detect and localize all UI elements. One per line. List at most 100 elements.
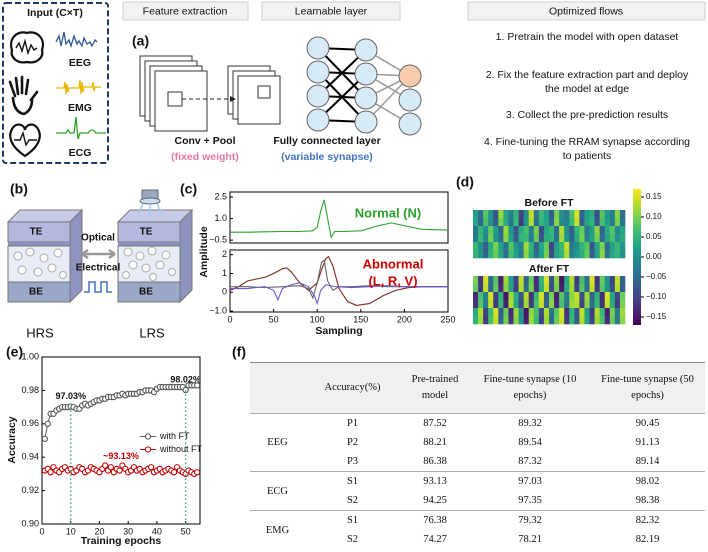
- heat-cell: [498, 276, 504, 285]
- heat-cell: [594, 250, 600, 259]
- heat-cell: [498, 210, 504, 219]
- heat-cell: [599, 218, 606, 227]
- flows-title: Optimized flows: [549, 5, 623, 17]
- heat-cell: [599, 308, 606, 317]
- y-tick-label: 1.0: [214, 213, 227, 223]
- heat-cell: [533, 226, 540, 235]
- heat-cell: [604, 226, 611, 235]
- heat-cell: [518, 226, 524, 235]
- heat-cell: [488, 242, 494, 251]
- heat-cell: [614, 226, 621, 235]
- heat-cell: [473, 226, 479, 235]
- heat-cell: [533, 276, 540, 285]
- panel-label: (d): [456, 174, 474, 190]
- colorbar-tick-label: 0.10: [646, 212, 662, 221]
- heat-cell: [589, 284, 595, 293]
- table-cell: 88.21: [423, 437, 447, 448]
- flow-step: 1. Pretrain the model with open dataset: [495, 31, 679, 43]
- table-cell: 97.03: [470, 471, 590, 491]
- heat-cell: [609, 210, 616, 219]
- table-row: EEG P1 87.52 89.32 90.45: [250, 413, 705, 472]
- heat-cell: [594, 276, 600, 285]
- heat-cell: [564, 234, 570, 243]
- heat-cell: [609, 284, 616, 293]
- heat-cell: [584, 316, 590, 325]
- heat-cell: [518, 316, 524, 325]
- heat-cell: [513, 210, 519, 219]
- panel-label: (f): [232, 344, 246, 360]
- data-point: [107, 464, 115, 471]
- y-tick-label: 0.98: [21, 385, 39, 395]
- heat-cell: [599, 242, 606, 251]
- table-cell: 87.32: [518, 456, 542, 467]
- heat-cell: [599, 316, 606, 325]
- heat-cell: [508, 210, 514, 219]
- heat-cell: [549, 292, 555, 301]
- heat-cell: [594, 226, 600, 235]
- heat-cell: [594, 284, 600, 293]
- heat-cell: [508, 276, 514, 285]
- feature-maps: [139, 55, 281, 132]
- heat-cell: [584, 250, 590, 259]
- state-label: LRS: [139, 325, 165, 340]
- heat-cell: [549, 210, 555, 219]
- heat-cell: [619, 226, 626, 235]
- heat-cell: [574, 210, 580, 219]
- heat-cell: [493, 308, 499, 317]
- heat-cell: [473, 300, 479, 309]
- header-cell: [250, 362, 305, 414]
- heat-cell: [528, 218, 535, 227]
- table-cell: S1: [305, 510, 400, 530]
- heat-cell: [559, 226, 565, 235]
- heat-cell: [559, 300, 565, 309]
- heat-cell: [493, 218, 499, 227]
- heat-cell: [559, 276, 565, 285]
- x-tick-label: 250: [440, 314, 455, 324]
- heat-cell: [528, 308, 535, 317]
- heat-cell: [528, 226, 535, 235]
- heat-cell: [518, 292, 524, 301]
- table-cell: P2: [346, 437, 359, 448]
- y-axis-label: Accuracy: [6, 416, 18, 463]
- heat-cell: [503, 226, 509, 235]
- heat-cell: [569, 308, 575, 317]
- heat-cell: [604, 308, 611, 317]
- signal-label: EMG: [68, 102, 92, 114]
- heat-cell: [594, 292, 600, 301]
- state-label: HRS: [26, 325, 54, 340]
- heat-cell: [564, 218, 570, 227]
- heat-cell: [478, 292, 484, 301]
- heat-cell: [538, 250, 545, 259]
- heat-cell: [619, 292, 626, 301]
- heat-cell: [569, 218, 575, 227]
- table-cell: 74.27: [423, 534, 447, 545]
- heat-cell: [569, 226, 575, 235]
- pulse: [84, 281, 112, 293]
- heat-cell: [488, 234, 494, 243]
- heat-cell: [619, 242, 626, 251]
- heat-cell: [483, 218, 489, 227]
- learnable-caption: Fully connected layer: [273, 135, 380, 147]
- heat-cell: [579, 242, 585, 251]
- heat-cell: [478, 308, 484, 317]
- x-tick-label: 30: [123, 526, 133, 536]
- heat-cell: [599, 284, 606, 293]
- heat-cell: [569, 300, 575, 309]
- light-source: [137, 189, 163, 215]
- heatmap-title: After FT: [529, 263, 570, 275]
- heat-cell: [493, 284, 499, 293]
- flow-step: 3. Collect the pre-prediction results: [505, 109, 669, 121]
- y-tick-label: 0.92: [21, 485, 39, 495]
- heat-cell: [574, 250, 580, 259]
- heat-cell: [523, 210, 530, 219]
- heat-cell: [589, 308, 595, 317]
- heat-cell: [619, 308, 626, 317]
- data-point: [193, 469, 201, 476]
- heat-cell: [513, 308, 519, 317]
- heat-cell: [559, 210, 565, 219]
- heat-cell: [614, 316, 621, 325]
- heat-cell: [473, 284, 479, 293]
- learnable-title: Learnable layer: [295, 5, 368, 17]
- table-cell: 94.25: [423, 495, 447, 506]
